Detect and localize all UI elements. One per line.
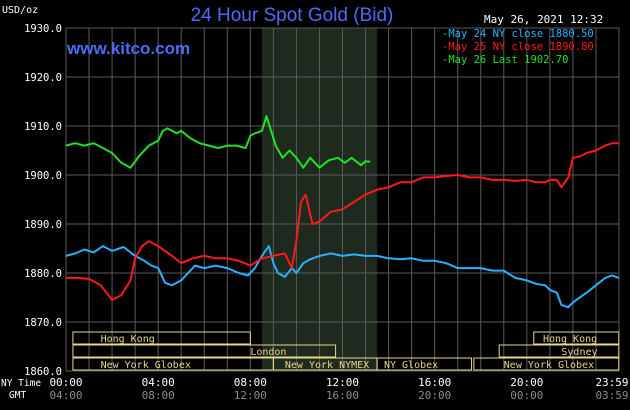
legend-entry-1: -May 24 NY close 1880.50	[442, 28, 594, 40]
session-box	[498, 344, 620, 358]
ny-time-label: NY Time	[1, 378, 41, 389]
chart-title: 24 Hour Spot Gold (Bid)	[191, 5, 394, 26]
session-box	[533, 331, 620, 345]
x-tick-label-gmt: 20:00	[418, 389, 451, 402]
site-label: www.kitco.com	[66, 39, 190, 58]
x-tick-label-ny: 00:00	[49, 376, 82, 389]
y-tick-label: 1910.0	[24, 121, 62, 133]
x-tick-label-ny: 23:59	[595, 376, 628, 389]
y-tick-label: 1880.0	[24, 268, 62, 280]
timestamp-label: May 26, 2021 12:32	[484, 13, 603, 26]
session-label: New York NYMEX	[285, 360, 369, 371]
session-label: Hong Kong	[543, 334, 597, 345]
y-tick-label: 1920.0	[24, 72, 62, 84]
series-line-1	[65, 245, 620, 309]
session-label: NY Globex	[384, 360, 438, 371]
session-box	[473, 357, 620, 371]
session-box	[72, 344, 337, 358]
session-label: London	[250, 347, 286, 358]
session-box	[72, 331, 251, 345]
x-tick-label-ny: 04:00	[142, 376, 175, 389]
session-label: New York Globex	[504, 360, 594, 371]
x-tick-label-gmt: 03:59	[595, 389, 628, 402]
y-tick-label: 1870.0	[24, 317, 62, 329]
x-tick-label-ny: 08:00	[234, 376, 267, 389]
session-label: Hong Kong	[101, 334, 155, 345]
x-tick-label-gmt: 04:00	[49, 389, 82, 402]
series-line-2	[66, 142, 619, 301]
y-tick-label: 1860.0	[24, 366, 62, 378]
y-tick-label: 1890.0	[24, 219, 62, 231]
x-tick-label-ny: 16:00	[418, 376, 451, 389]
y-axis-unit: USD/oz	[2, 5, 38, 16]
x-tick-label-gmt: 16:00	[326, 389, 359, 402]
legend-entry-2: -May 25 NY close 1890.80	[442, 41, 594, 53]
x-tick-label-gmt: 08:00	[142, 389, 175, 402]
session-box	[376, 357, 473, 371]
session-label: New York Globex	[101, 360, 191, 371]
gmt-label: GMT	[9, 390, 26, 401]
x-tick-label-gmt: 00:00	[510, 389, 543, 402]
series-line-3	[65, 115, 371, 169]
x-tick-label-ny: 12:00	[326, 376, 359, 389]
session-label: Sydney	[561, 347, 597, 358]
x-tick-label-ny: 20:00	[510, 376, 543, 389]
x-tick-label-gmt: 12:00	[234, 389, 267, 402]
y-tick-label: 1930.0	[24, 23, 62, 35]
y-tick-label: 1900.0	[24, 170, 62, 182]
legend-entry-3: -May 26 Last 1902.70	[442, 54, 568, 66]
